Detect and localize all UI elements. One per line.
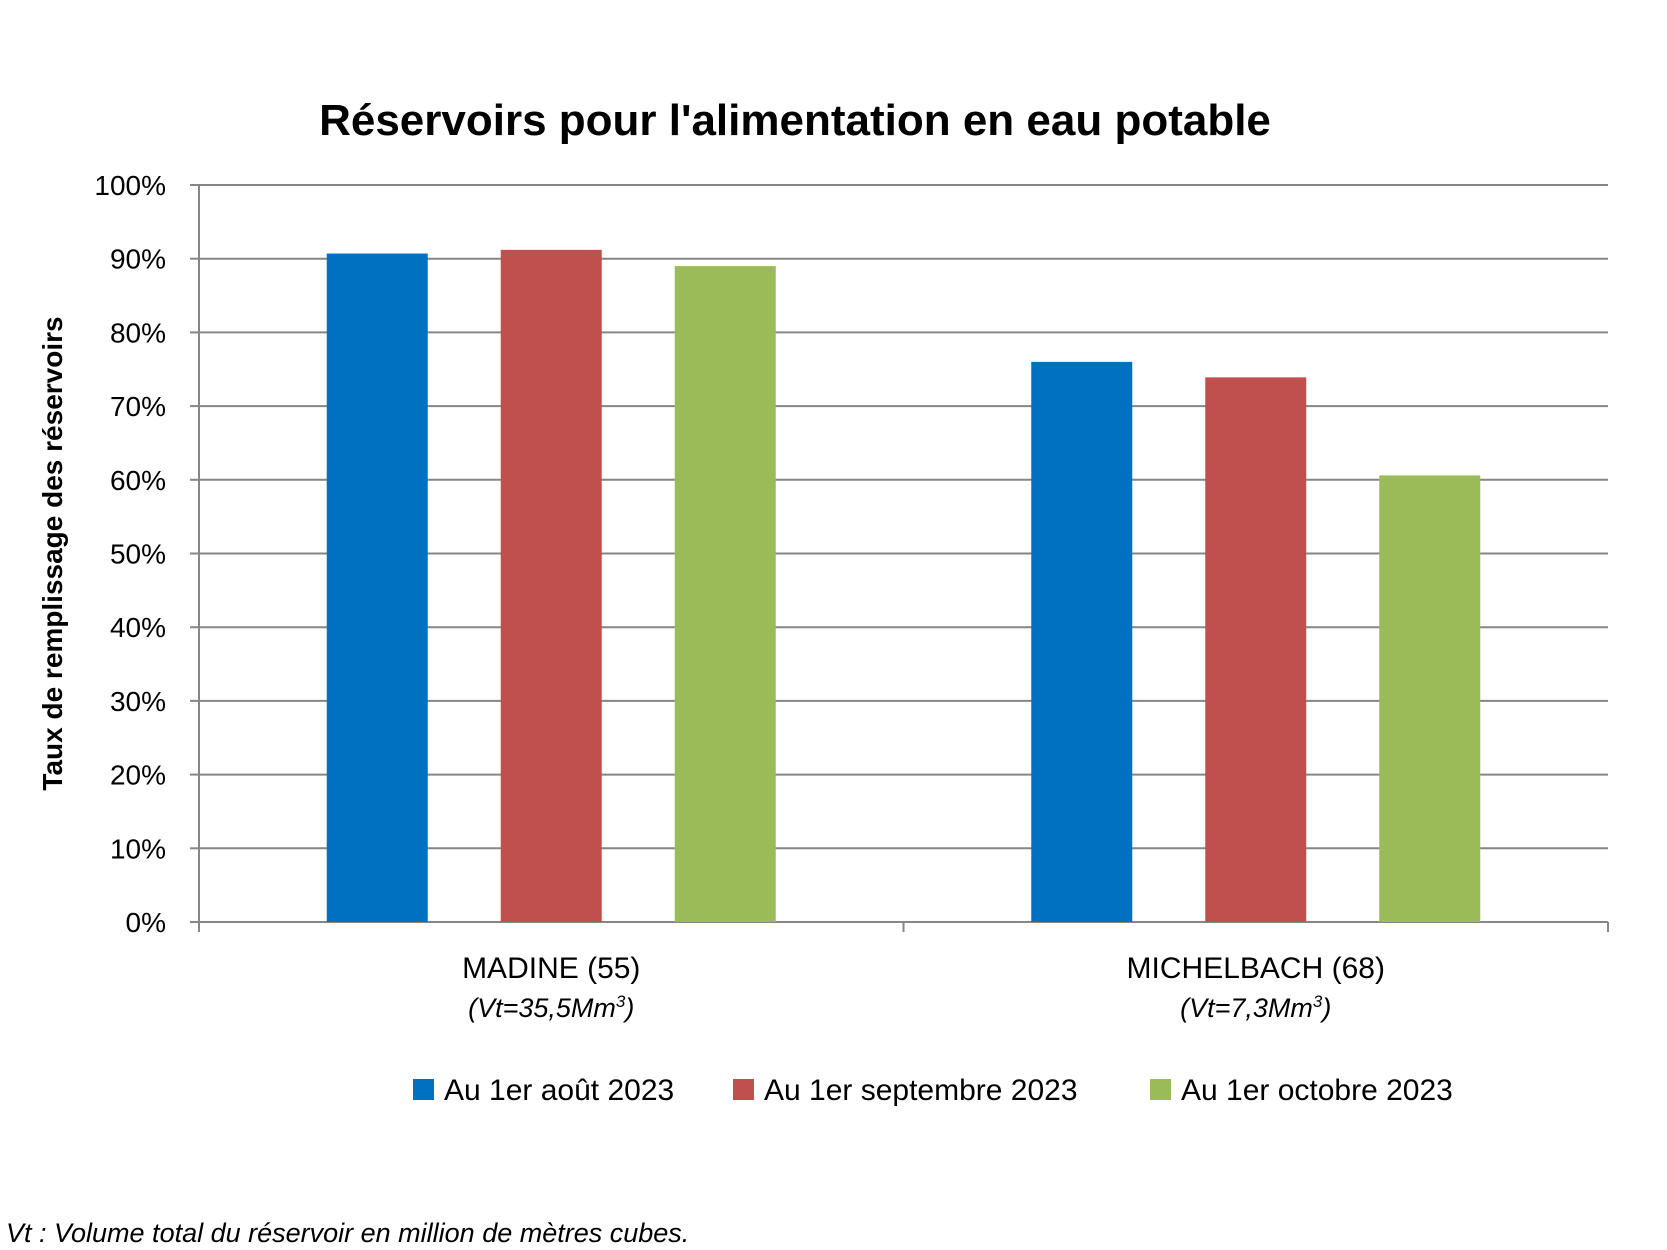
y-tick-label: 50%	[110, 539, 166, 570]
bar	[674, 266, 776, 922]
x-category-sublabel: (Vt=7,3Mm3)	[1180, 992, 1331, 1023]
legend-label: Au 1er août 2023	[444, 1074, 674, 1107]
y-tick-label: 60%	[110, 465, 166, 496]
y-axis-title: Taux de remplissage des réservoirs	[37, 316, 68, 790]
y-tick-label: 10%	[110, 833, 166, 864]
x-category-sublabel: (Vt=35,5Mm3)	[468, 992, 634, 1023]
x-category-label: MICHELBACH (68)	[1127, 952, 1385, 985]
y-tick-label: 0%	[126, 907, 166, 938]
legend-swatch	[1150, 1079, 1171, 1100]
y-tick-label: 70%	[110, 391, 166, 422]
bar	[500, 249, 602, 922]
x-category-label: MADINE (55)	[462, 952, 640, 985]
bar	[1205, 377, 1307, 922]
bar	[326, 253, 428, 922]
legend-label: Au 1er octobre 2023	[1181, 1074, 1453, 1107]
legend-swatch	[733, 1079, 754, 1100]
bar	[1031, 361, 1133, 922]
footnote: Vt : Volume total du réservoir en millio…	[6, 1218, 690, 1248]
y-tick-label: 30%	[110, 686, 166, 717]
y-tick-label: 90%	[110, 244, 166, 275]
y-tick-label: 20%	[110, 760, 166, 791]
y-tick-label: 80%	[110, 317, 166, 348]
bar	[1379, 475, 1481, 922]
legend-label: Au 1er septembre 2023	[764, 1074, 1078, 1107]
legend-swatch	[413, 1079, 434, 1100]
y-tick-label: 40%	[110, 612, 166, 643]
y-tick-label: 100%	[94, 170, 166, 201]
chart-title: Réservoirs pour l'alimentation en eau po…	[319, 96, 1271, 145]
